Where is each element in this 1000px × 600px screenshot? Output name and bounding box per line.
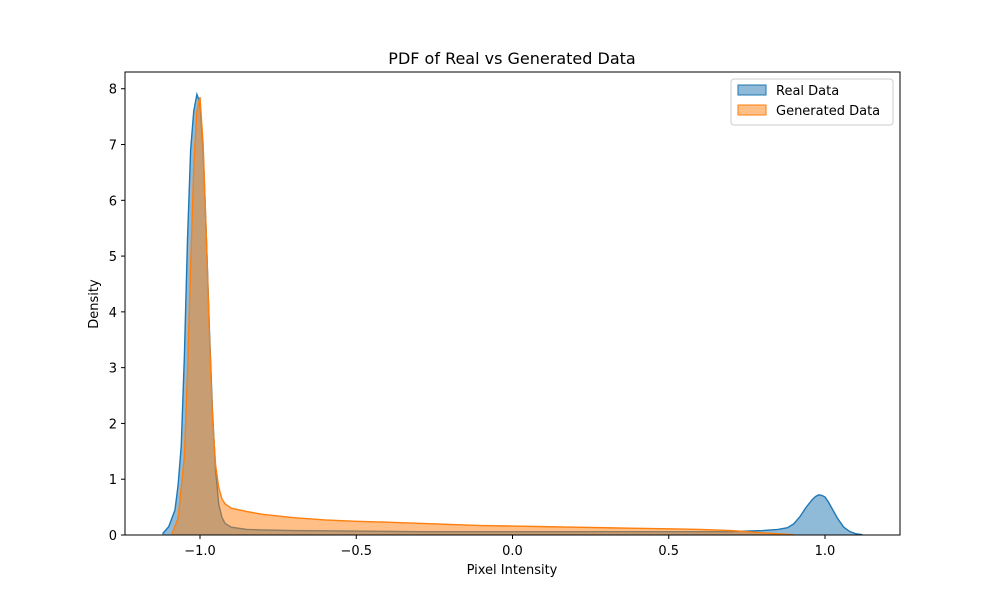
y-tick-label: 6 <box>109 194 117 209</box>
legend-label: Generated Data <box>776 104 880 119</box>
x-tick-label: 0.5 <box>658 544 679 559</box>
legend-label: Real Data <box>776 84 839 99</box>
chart-title: PDF of Real vs Generated Data <box>388 49 635 68</box>
legend-swatch <box>737 84 767 96</box>
y-axis-label: Density <box>87 279 102 329</box>
y-tick-label: 2 <box>109 417 117 432</box>
x-tick-label: −0.5 <box>340 544 372 559</box>
x-axis-label: Pixel Intensity <box>467 563 558 578</box>
y-tick-label: 8 <box>109 83 117 98</box>
x-tick-label: −1.0 <box>184 544 216 559</box>
y-axis: 0 1 2 3 4 5 6 7 8 <box>109 83 125 544</box>
x-tick-label: 0.0 <box>502 544 523 559</box>
y-tick-label: 7 <box>109 139 117 154</box>
legend-swatch <box>737 104 767 116</box>
y-tick-label: 3 <box>109 362 117 377</box>
legend-box <box>730 78 894 126</box>
y-tick-label: 4 <box>109 306 117 321</box>
x-tick-label: 1.0 <box>815 544 836 559</box>
y-tick-label: 5 <box>109 250 117 265</box>
y-tick-label: 0 <box>109 529 117 544</box>
y-tick-label: 1 <box>109 473 117 488</box>
x-axis: −1.0 −0.5 0.0 0.5 1.0 <box>184 535 835 559</box>
legend: Real Data Generated Data <box>730 78 894 126</box>
plot-area <box>161 91 863 536</box>
series-line-1 <box>171 96 794 536</box>
